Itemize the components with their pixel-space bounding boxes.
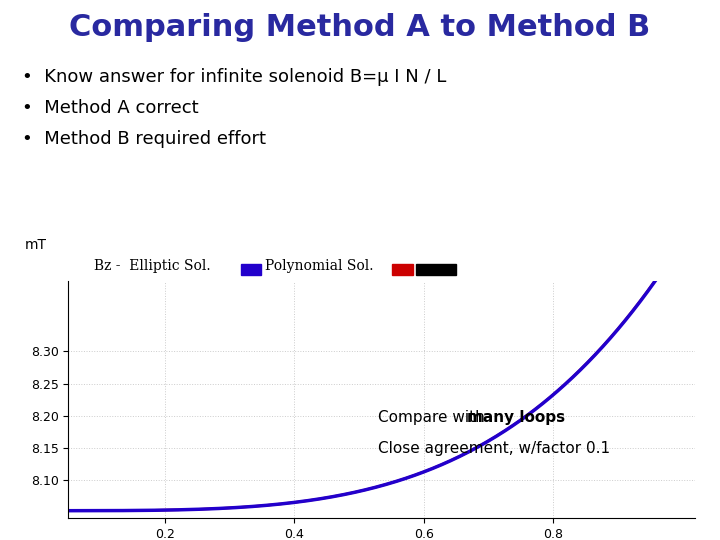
Text: mT: mT (24, 238, 47, 252)
Text: •  Method A correct: • Method A correct (22, 99, 198, 117)
Text: Close agreement, w/factor 0.1: Close agreement, w/factor 0.1 (379, 441, 611, 456)
Text: Comparing Method A to Method B: Comparing Method A to Method B (69, 14, 651, 43)
Text: •  Method B required effort: • Method B required effort (22, 130, 266, 148)
Text: many loops: many loops (467, 410, 566, 426)
Text: Compare with: Compare with (379, 410, 490, 426)
Text: Polynomial Sol.: Polynomial Sol. (265, 259, 374, 273)
Text: Bz -  Elliptic Sol.: Bz - Elliptic Sol. (94, 259, 210, 273)
Text: •  Know answer for infinite solenoid B=μ I N / L: • Know answer for infinite solenoid B=μ … (22, 68, 446, 85)
